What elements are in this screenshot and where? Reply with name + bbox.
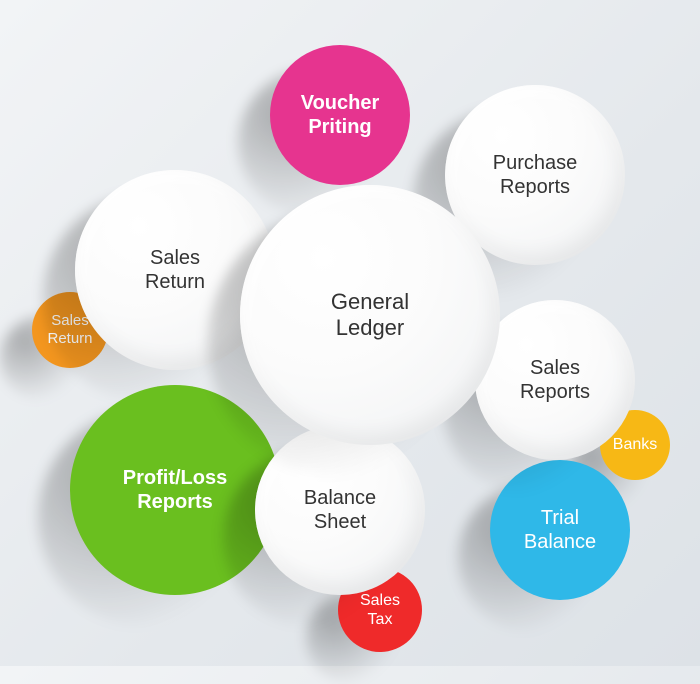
bubble-label: General Ledger — [331, 289, 409, 342]
bubble-voucher-printing: Voucher Priting — [270, 45, 410, 185]
bubble-label: Profit/Loss Reports — [123, 466, 227, 514]
bubble-label: Voucher Priting — [301, 91, 380, 139]
bubble-label: Banks — [613, 435, 657, 454]
bubble-label: Purchase Reports — [493, 151, 578, 199]
bubble-label: Trial Balance — [524, 506, 596, 554]
bubble-label: Sales Reports — [520, 356, 590, 404]
bubble-label: Balance Sheet — [304, 486, 376, 534]
bubble-general-ledger: General Ledger — [240, 185, 500, 445]
bubble-label: Sales Return — [145, 246, 205, 294]
bubble-diagram: General Ledger Sales Return Purchase Repor… — [0, 0, 700, 666]
